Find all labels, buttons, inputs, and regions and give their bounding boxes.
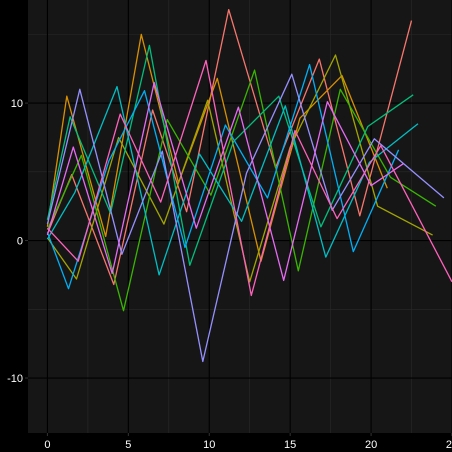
series-line-3 — [46, 54, 433, 283]
y-axis: -10 0 10 — [7, 98, 28, 385]
series-line-6 — [46, 85, 419, 276]
x-tick-label: 20 — [365, 439, 377, 451]
y-tick-label: 10 — [11, 98, 23, 110]
y-tick-label: 0 — [17, 236, 23, 248]
x-tick-label: 10 — [203, 439, 215, 451]
x-tick-label: 5 — [125, 439, 131, 451]
series-line-4 — [46, 69, 437, 312]
panel-background — [28, 0, 452, 433]
x-axis: 0 5 10 15 20 25 — [44, 433, 452, 451]
series-lines — [46, 8, 452, 363]
series-line-10 — [46, 59, 452, 297]
x-tick-label: 0 — [44, 439, 50, 451]
y-tick-label: -10 — [7, 373, 23, 385]
x-tick-label: 25 — [446, 439, 452, 451]
series-line-8 — [46, 73, 445, 363]
x-tick-label: 15 — [284, 439, 296, 451]
series-line-5 — [46, 44, 414, 266]
series-line-2 — [46, 33, 388, 262]
series-line-1 — [46, 8, 413, 286]
